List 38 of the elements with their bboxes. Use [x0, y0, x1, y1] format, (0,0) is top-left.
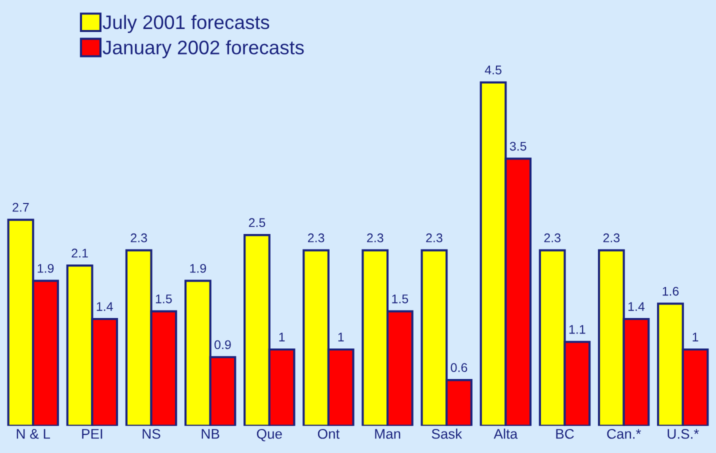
x-tick-label: Sask [432, 428, 462, 439]
data-label: 2.3 [308, 233, 324, 242]
data-label: 2.3 [544, 233, 560, 242]
x-tick-label: PEI [82, 429, 102, 439]
data-label: 1.4 [96, 302, 113, 311]
legend-label: January 2002 forecasts [102, 40, 304, 58]
data-label: 1.9 [38, 264, 54, 273]
data-label: 1 [692, 332, 698, 342]
x-tick-label: BC [556, 428, 574, 439]
x-tick-label: N & L [16, 429, 50, 439]
data-label: 1.6 [662, 286, 679, 296]
x-tick-label: Ont [318, 428, 340, 439]
data-label: 1.5 [156, 294, 172, 304]
data-label: 1.4 [628, 302, 645, 311]
x-tick-label: NS [142, 428, 160, 439]
data-label: 0.9 [214, 340, 231, 350]
data-label: 2.3 [367, 233, 384, 242]
data-label: 4.5 [484, 66, 502, 74]
data-label: 1 [279, 332, 285, 342]
data-label: 2.3 [603, 233, 620, 242]
x-tick-label: Que [256, 428, 282, 442]
data-label: 0.6 [450, 363, 468, 372]
data-label: 1.1 [569, 325, 586, 334]
data-label: 2.3 [426, 233, 442, 242]
data-label: 2.5 [248, 218, 266, 228]
x-tick-label: NB [202, 429, 220, 439]
legend-label: July 2001 forecasts [102, 14, 270, 34]
x-tick-label: U.S.* [668, 428, 699, 439]
x-tick-label: Man [375, 429, 400, 439]
data-label: 2.3 [130, 233, 147, 242]
data-label: 1.9 [190, 264, 206, 273]
data-label: 3.5 [510, 142, 526, 151]
data-label: 2.7 [12, 202, 29, 212]
data-label: 1 [338, 332, 344, 342]
x-tick-label: Alta [494, 428, 518, 439]
data-label: 2.1 [72, 248, 88, 258]
data-label: 1.5 [392, 294, 408, 304]
x-tick-label: Can.* [607, 428, 641, 439]
